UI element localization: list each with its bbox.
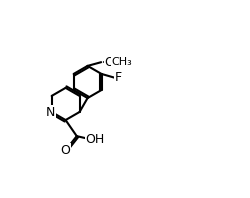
Text: N: N — [46, 106, 55, 119]
Text: O: O — [104, 56, 114, 69]
Text: OH: OH — [86, 133, 105, 146]
Text: CH₃: CH₃ — [112, 57, 132, 67]
Text: F: F — [114, 71, 122, 84]
Text: O: O — [60, 144, 70, 157]
